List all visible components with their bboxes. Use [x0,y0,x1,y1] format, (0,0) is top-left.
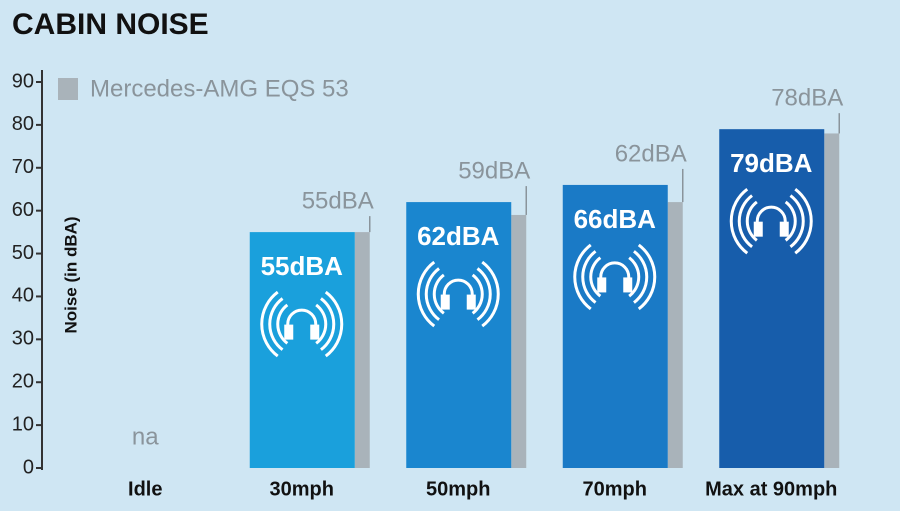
bar [406,202,512,469]
x-tick-label: Idle [128,478,162,500]
value-label: 79dBA [730,148,813,178]
value-label: 62dBA [615,140,687,167]
headphone-icon [573,243,657,311]
x-tick-label: 70mph [583,478,647,500]
x-tick-label: Max at 90mph [705,478,837,500]
y-tick-label: 20 [12,371,34,393]
chart-title: CABIN NOISE [12,8,209,41]
y-tick-label: 10 [12,413,34,435]
bar [719,129,825,468]
headphone-icon [729,187,813,255]
bar [667,202,683,469]
bar [511,214,527,468]
headphone-icon [260,290,344,358]
bar [824,133,840,468]
y-tick-label: 0 [23,456,34,478]
value-label: na [132,423,159,450]
x-tick-label: 30mph [270,478,334,500]
value-label: 78dBA [771,85,843,112]
value-label: 55dBA [261,251,344,281]
y-tick-label: 60 [12,199,34,221]
y-tick-label: 40 [12,285,34,307]
value-label: 62dBA [417,221,500,251]
value-label: 59dBA [458,157,530,184]
bar [562,184,668,468]
y-tick-label: 90 [12,70,34,92]
y-tick-label: 70 [12,156,34,178]
bar [249,232,355,468]
x-tick-label: 50mph [426,478,490,500]
y-tick-label: 30 [12,328,34,350]
legend-swatch [58,78,78,100]
headphone-icon [416,260,500,328]
value-label: 66dBA [574,204,657,234]
y-tick-label: 80 [12,113,34,135]
y-tick-label: 50 [12,242,34,264]
value-label: 55dBA [302,187,374,214]
bar [354,232,370,468]
y-axis-label: Noise (in dBA) [61,216,80,333]
legend-label: Mercedes-AMG EQS 53 [90,75,349,102]
